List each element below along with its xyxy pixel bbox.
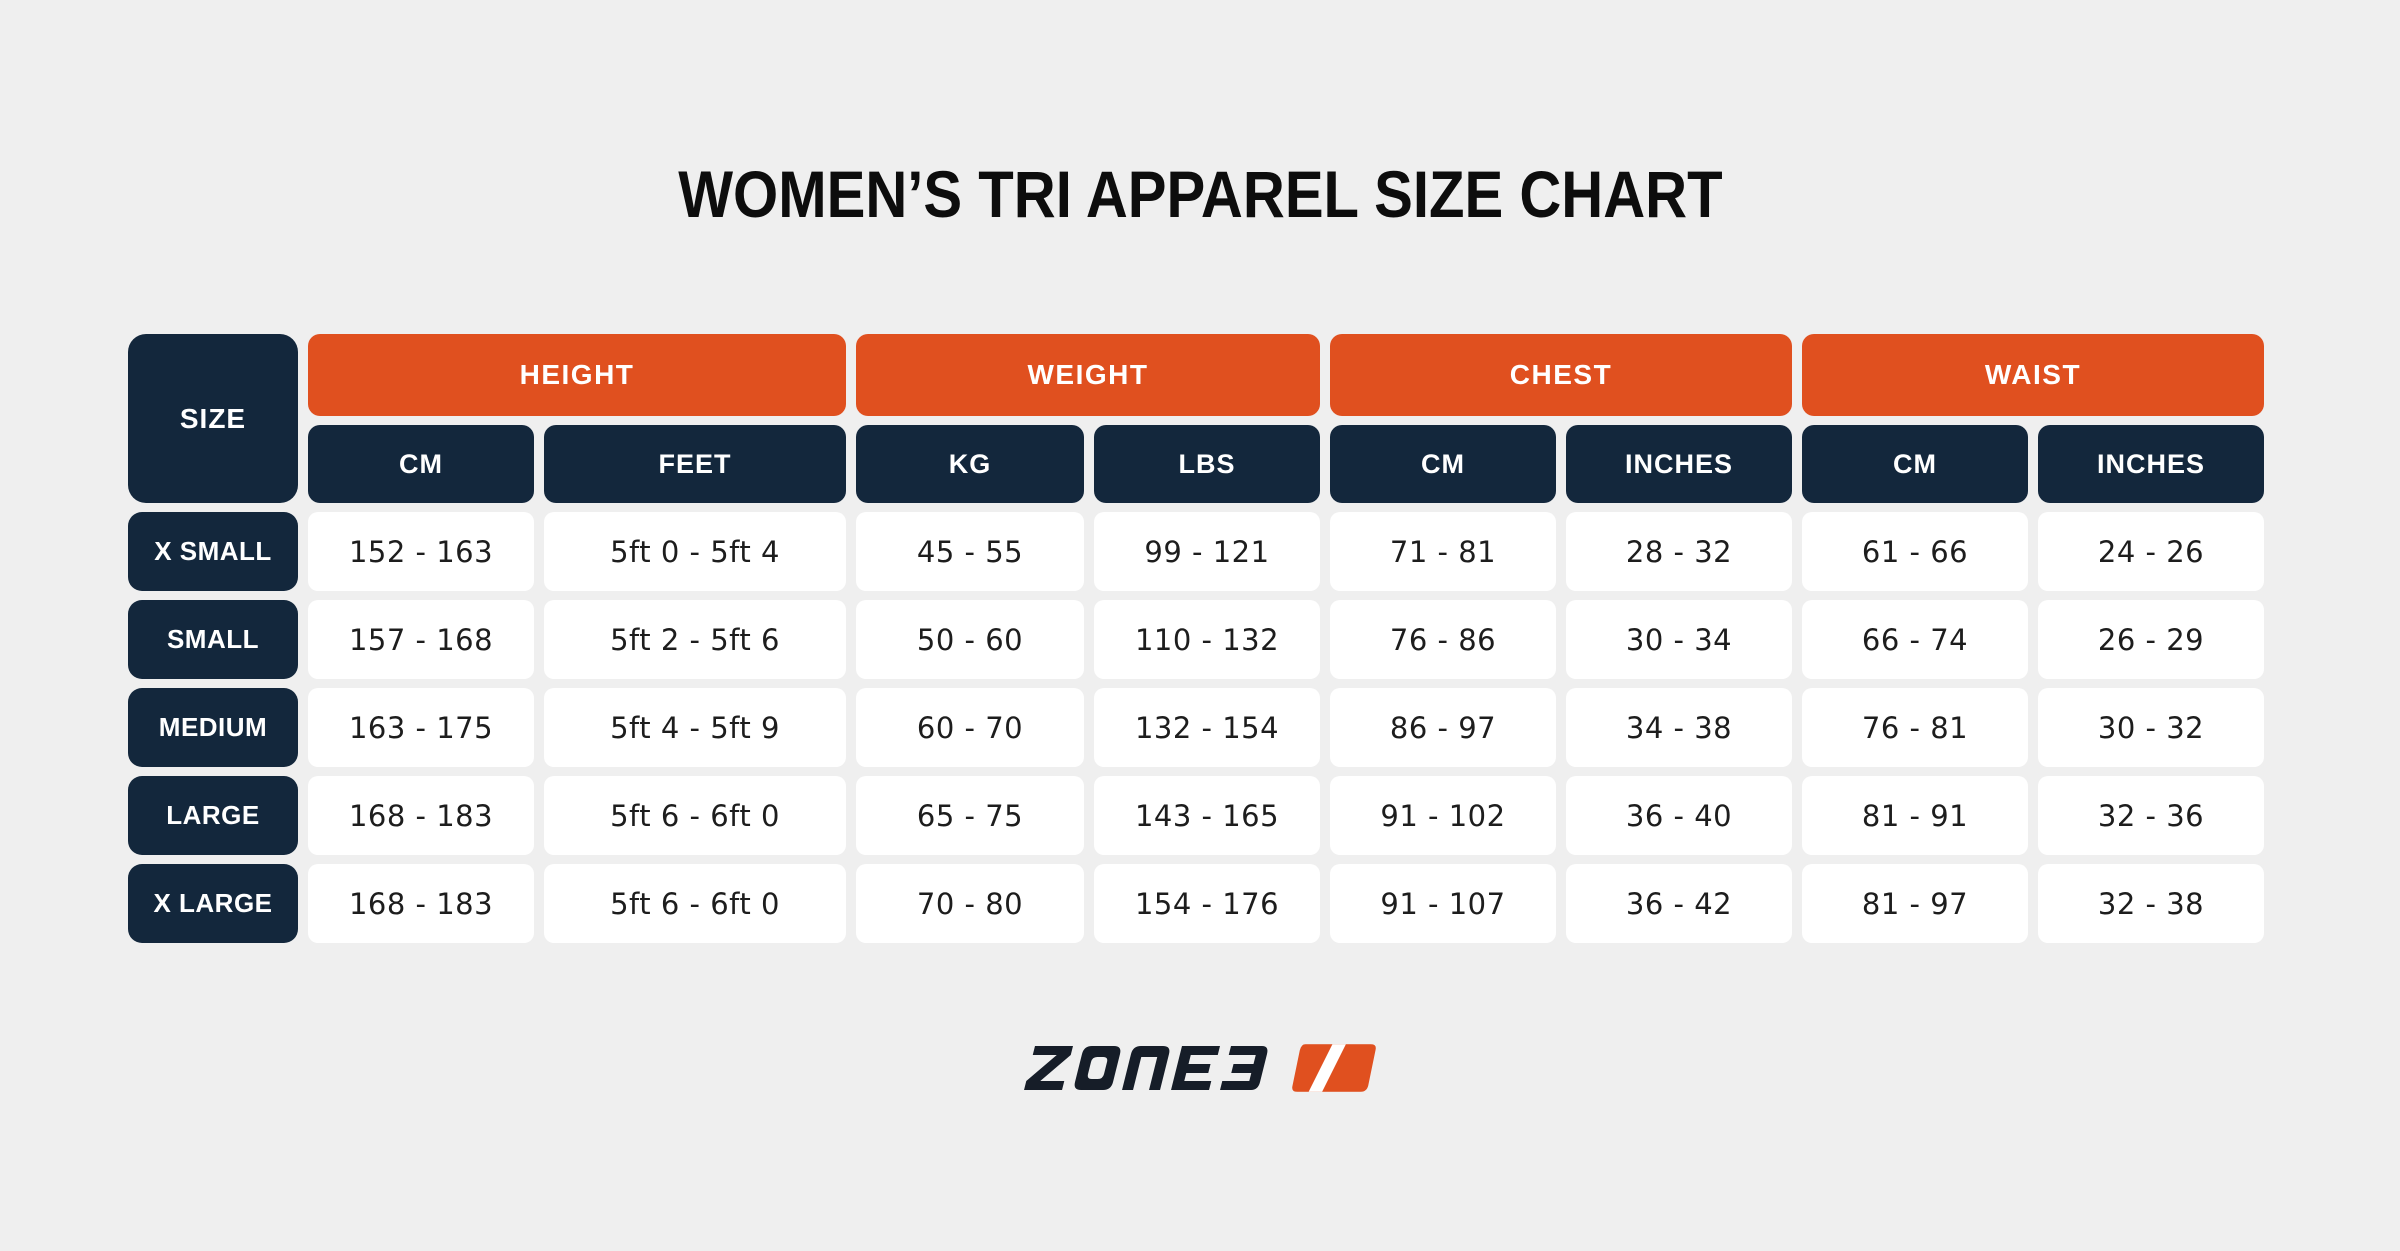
table-cell: 61 - 66	[1802, 512, 2028, 591]
table-cell: 45 - 55	[856, 512, 1084, 591]
table-cell: 76 - 81	[1802, 688, 2028, 767]
table-cell: 168 - 183	[308, 864, 534, 943]
table-cell: 143 - 165	[1094, 776, 1320, 855]
table-cell: 36 - 42	[1566, 864, 1792, 943]
table-cell: 91 - 102	[1330, 776, 1556, 855]
sub-header-chest-inches: INCHES	[1566, 425, 1792, 503]
table-cell: 157 - 168	[308, 600, 534, 679]
table-cell: 30 - 32	[2038, 688, 2264, 767]
page-title: WOMEN’S TRI APPAREL SIZE CHART	[0, 156, 2400, 232]
table-cell: 34 - 38	[1566, 688, 1792, 767]
sub-header-weight-kg: KG	[856, 425, 1084, 503]
sub-header-weight-lbs: LBS	[1094, 425, 1320, 503]
row-label-xlarge: X LARGE	[128, 864, 298, 943]
table-cell: 26 - 29	[2038, 600, 2264, 679]
table-cell: 70 - 80	[856, 864, 1084, 943]
table-cell: 81 - 97	[1802, 864, 2028, 943]
row-label-medium: MEDIUM	[128, 688, 298, 767]
table-cell: 32 - 38	[2038, 864, 2264, 943]
table-cell: 36 - 40	[1566, 776, 1792, 855]
zone3-slash-mark-icon	[1292, 1044, 1376, 1092]
table-cell: 81 - 91	[1802, 776, 2028, 855]
row-label-large: LARGE	[128, 776, 298, 855]
table-cell: 168 - 183	[308, 776, 534, 855]
table-cell: 5ft 2 - 5ft 6	[544, 600, 846, 679]
page-title-text: WOMEN’S TRI APPAREL SIZE CHART	[677, 157, 1723, 231]
table-cell: 91 - 107	[1330, 864, 1556, 943]
table-cell: 65 - 75	[856, 776, 1084, 855]
size-chart-table: SIZE HEIGHT WEIGHT CHEST WAIST CM FEET K…	[128, 334, 2264, 943]
table-cell: 32 - 36	[2038, 776, 2264, 855]
sub-header-chest-cm: CM	[1330, 425, 1556, 503]
table-cell: 152 - 163	[308, 512, 534, 591]
zone3-logo: ZONE3	[0, 1040, 2400, 1096]
table-cell: 5ft 6 - 6ft 0	[544, 864, 846, 943]
size-column-header: SIZE	[128, 334, 298, 503]
table-cell: 76 - 86	[1330, 600, 1556, 679]
table-cell: 86 - 97	[1330, 688, 1556, 767]
table-cell: 71 - 81	[1330, 512, 1556, 591]
table-cell: 99 - 121	[1094, 512, 1320, 591]
table-cell: 30 - 34	[1566, 600, 1792, 679]
table-cell: 110 - 132	[1094, 600, 1320, 679]
group-header-weight: WEIGHT	[856, 334, 1320, 416]
table-cell: 132 - 154	[1094, 688, 1320, 767]
group-header-waist: WAIST	[1802, 334, 2264, 416]
group-header-chest: CHEST	[1330, 334, 1792, 416]
table-cell: 66 - 74	[1802, 600, 2028, 679]
table-cell: 28 - 32	[1566, 512, 1792, 591]
table-cell: 50 - 60	[856, 600, 1084, 679]
group-header-height: HEIGHT	[308, 334, 846, 416]
table-cell: 163 - 175	[308, 688, 534, 767]
row-label-xsmall: X SMALL	[128, 512, 298, 591]
row-label-small: SMALL	[128, 600, 298, 679]
table-cell: 5ft 0 - 5ft 4	[544, 512, 846, 591]
zone3-wordmark	[1024, 1046, 1268, 1090]
table-cell: 5ft 4 - 5ft 9	[544, 688, 846, 767]
sub-header-waist-inches: INCHES	[2038, 425, 2264, 503]
table-cell: 60 - 70	[856, 688, 1084, 767]
table-cell: 24 - 26	[2038, 512, 2264, 591]
sub-header-waist-cm: CM	[1802, 425, 2028, 503]
sub-header-height-cm: CM	[308, 425, 534, 503]
sub-header-height-feet: FEET	[544, 425, 846, 503]
table-cell: 154 - 176	[1094, 864, 1320, 943]
table-cell: 5ft 6 - 6ft 0	[544, 776, 846, 855]
